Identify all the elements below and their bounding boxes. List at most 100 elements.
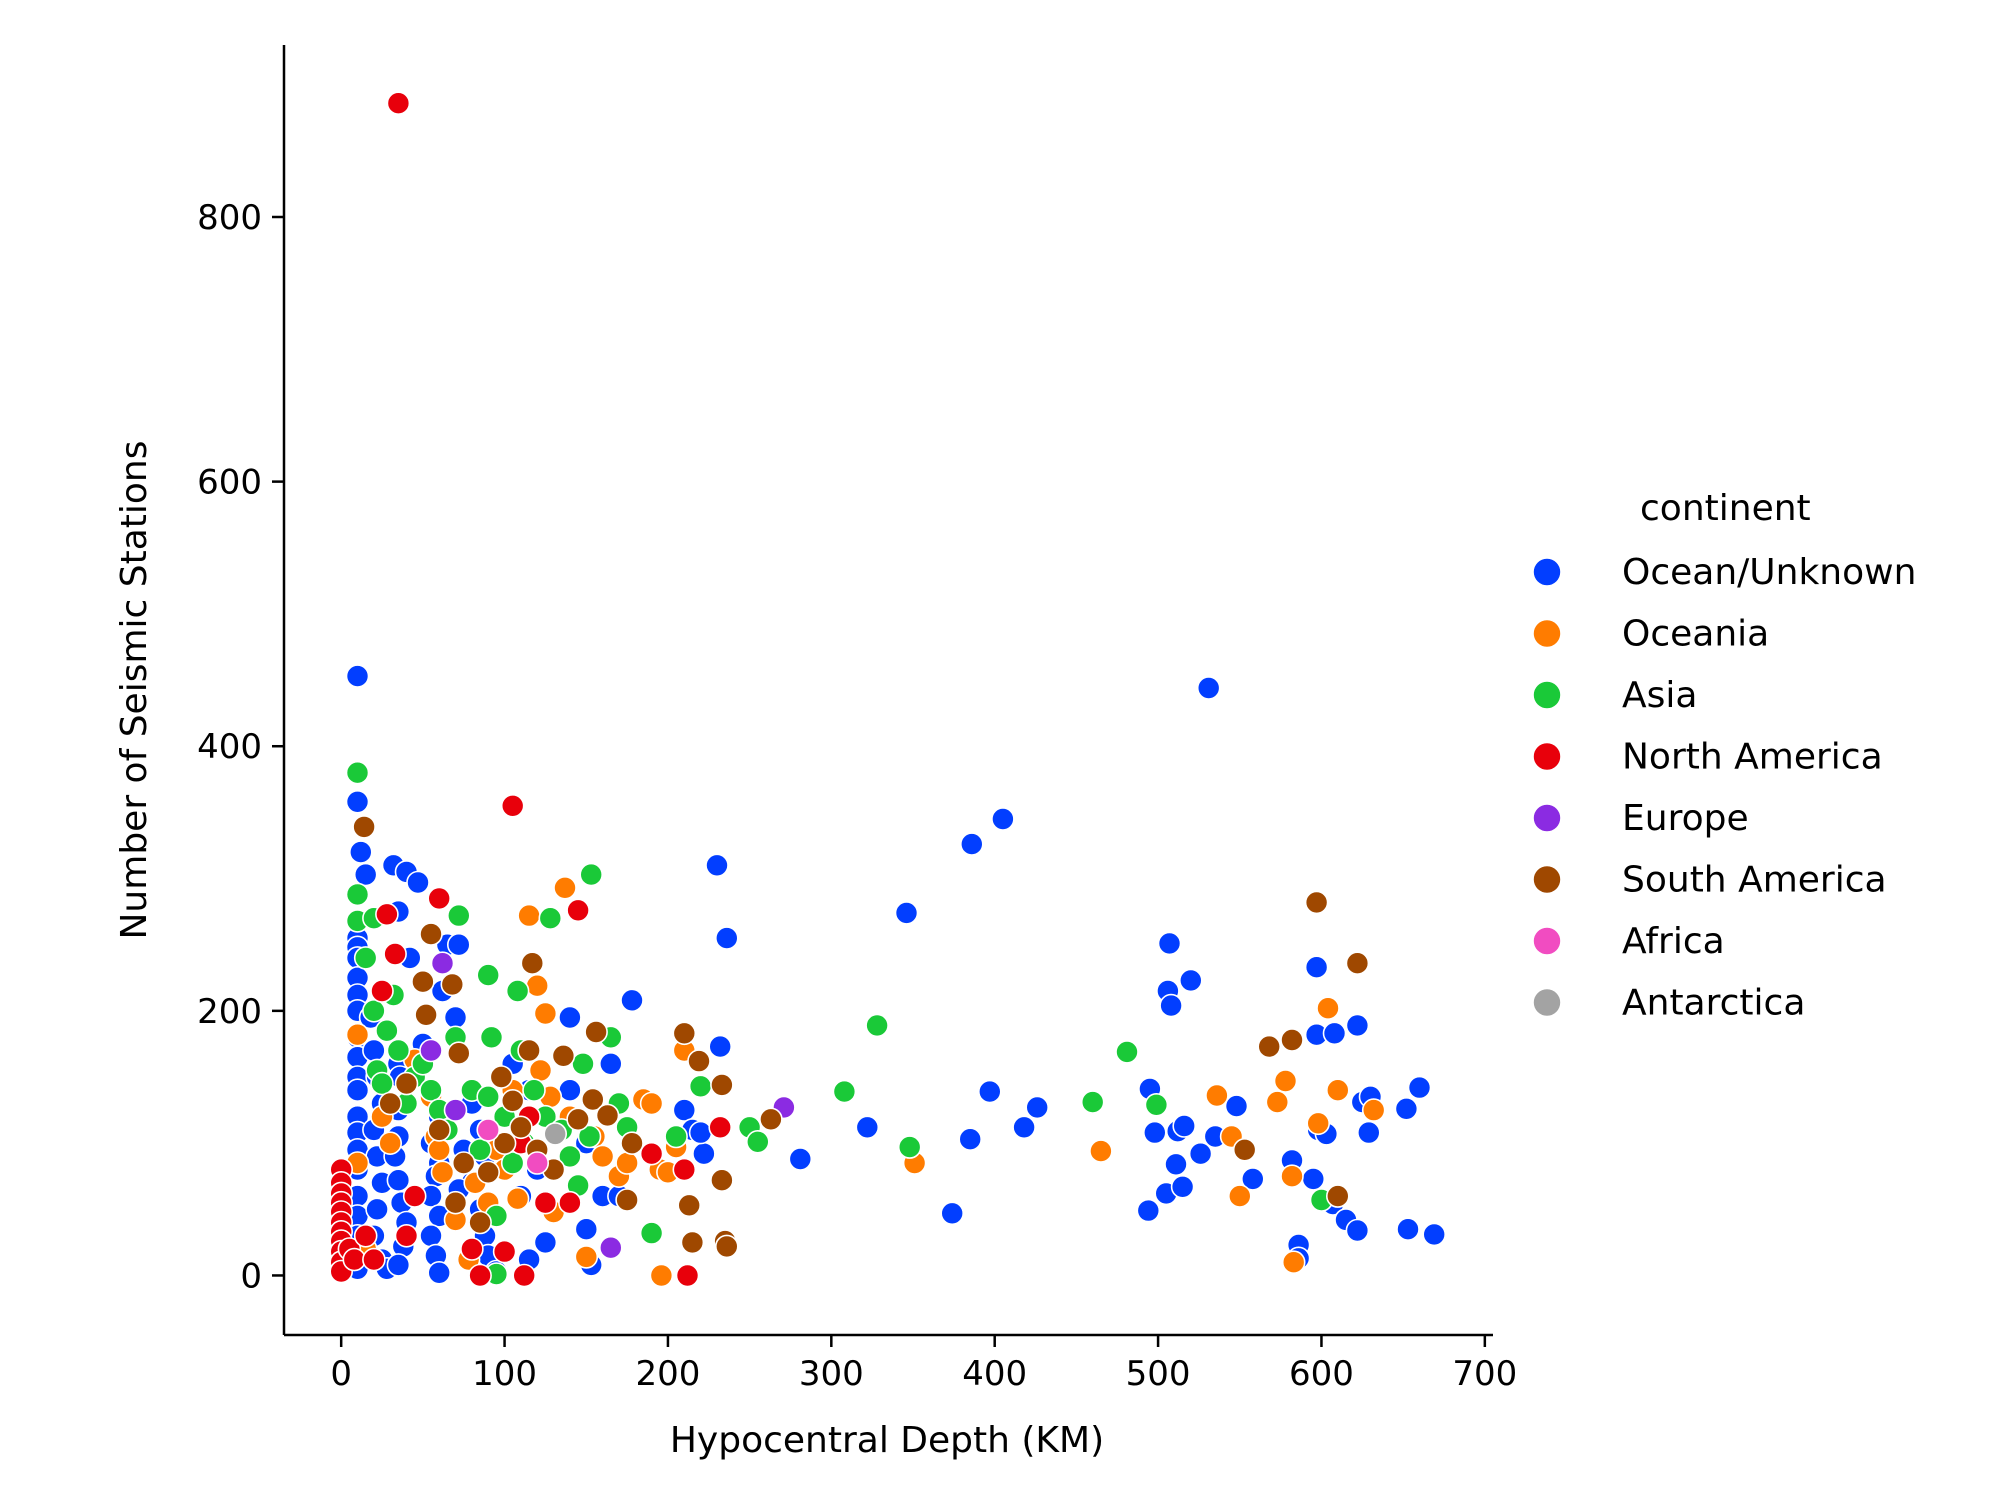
data-point bbox=[419, 1038, 443, 1063]
data-point bbox=[710, 1073, 734, 1097]
data-point bbox=[345, 789, 370, 814]
data-point bbox=[688, 1120, 713, 1145]
data-point bbox=[386, 1168, 411, 1192]
data-point bbox=[1164, 1152, 1188, 1177]
data-point bbox=[558, 1005, 582, 1030]
data-point bbox=[419, 1078, 443, 1102]
data-point bbox=[865, 1013, 889, 1038]
data-point bbox=[566, 1107, 590, 1132]
data-point bbox=[677, 1193, 702, 1218]
data-point bbox=[522, 1078, 546, 1102]
data-point bbox=[348, 840, 373, 864]
data-point bbox=[940, 1201, 965, 1226]
data-point bbox=[977, 1079, 1002, 1104]
data-point bbox=[577, 1124, 602, 1149]
legend-label: Asia bbox=[1622, 675, 1697, 716]
data-point bbox=[1089, 1139, 1113, 1163]
data-point bbox=[430, 951, 455, 976]
data-point bbox=[897, 1135, 922, 1159]
data-point bbox=[574, 1245, 599, 1269]
legend-label: Oceania bbox=[1622, 614, 1769, 655]
data-point bbox=[362, 998, 386, 1023]
data-point bbox=[365, 1197, 389, 1222]
data-point bbox=[443, 1005, 468, 1030]
data-point bbox=[419, 1224, 443, 1248]
y-axis-label: Number of Seismic Stations bbox=[114, 440, 155, 939]
data-point bbox=[1115, 1040, 1139, 1064]
data-point bbox=[533, 1190, 558, 1215]
data-point bbox=[598, 1235, 623, 1260]
legend-entry: North America bbox=[1532, 737, 1883, 778]
data-point bbox=[708, 1115, 733, 1140]
points-layer bbox=[329, 91, 1446, 1288]
data-point bbox=[832, 1079, 857, 1104]
data-point bbox=[1228, 1184, 1252, 1208]
data-point bbox=[672, 1157, 697, 1182]
data-point bbox=[692, 1141, 716, 1166]
data-point bbox=[1304, 955, 1329, 980]
data-point bbox=[714, 1234, 739, 1259]
data-point bbox=[1157, 931, 1182, 956]
data-point bbox=[345, 760, 370, 785]
series-south-america bbox=[352, 815, 1370, 1259]
series-africa bbox=[476, 1118, 550, 1175]
data-point bbox=[1345, 951, 1370, 976]
data-point bbox=[492, 1131, 517, 1155]
data-point bbox=[639, 1221, 664, 1245]
data-point bbox=[353, 946, 378, 970]
data-point bbox=[375, 902, 399, 927]
data-point bbox=[615, 1151, 639, 1175]
data-point bbox=[489, 1065, 514, 1089]
data-point bbox=[528, 1058, 553, 1083]
data-point bbox=[1172, 1114, 1196, 1138]
data-point bbox=[500, 1151, 525, 1175]
legend-marker bbox=[1532, 680, 1562, 710]
data-point bbox=[479, 1025, 504, 1050]
data-point bbox=[687, 1049, 711, 1073]
data-point bbox=[894, 901, 919, 925]
data-point bbox=[419, 922, 443, 946]
data-point bbox=[1304, 890, 1329, 915]
data-point bbox=[1080, 1090, 1105, 1114]
data-point bbox=[1394, 1097, 1419, 1121]
data-point bbox=[1196, 676, 1221, 700]
data-point bbox=[517, 903, 541, 928]
data-point bbox=[558, 1078, 582, 1102]
data-point bbox=[476, 1085, 501, 1109]
data-point bbox=[1188, 1141, 1213, 1166]
data-point bbox=[566, 898, 590, 923]
data-point bbox=[1301, 1167, 1326, 1191]
x-tick-label: 700 bbox=[1452, 1354, 1517, 1394]
data-point bbox=[745, 1130, 770, 1154]
data-point bbox=[383, 942, 407, 966]
y-tick-label: 0 bbox=[240, 1256, 262, 1296]
data-point bbox=[598, 1052, 623, 1076]
data-point bbox=[443, 1098, 468, 1122]
series-europe bbox=[419, 951, 796, 1260]
data-point bbox=[664, 1124, 688, 1149]
data-point bbox=[517, 1038, 541, 1063]
data-point bbox=[1361, 1098, 1386, 1122]
legend-entry: South America bbox=[1532, 860, 1887, 901]
data-point bbox=[574, 1217, 599, 1241]
legend-marker bbox=[1532, 803, 1562, 833]
data-point bbox=[714, 926, 739, 950]
data-point bbox=[451, 1151, 476, 1175]
data-point bbox=[505, 979, 530, 1003]
data-point bbox=[579, 862, 604, 887]
data-point bbox=[1306, 1111, 1330, 1136]
data-point bbox=[446, 903, 471, 928]
data-point bbox=[688, 1074, 713, 1099]
data-point bbox=[1407, 1075, 1432, 1100]
legend-marker bbox=[1532, 926, 1562, 956]
data-point bbox=[1143, 1120, 1167, 1145]
data-point bbox=[1179, 968, 1203, 993]
data-point bbox=[386, 1038, 411, 1063]
data-point bbox=[430, 1160, 455, 1185]
legend-entry: Antarctica bbox=[1532, 983, 1805, 1024]
data-point bbox=[525, 1151, 550, 1175]
legend-label: South America bbox=[1622, 860, 1887, 901]
data-point bbox=[710, 1168, 734, 1192]
data-point bbox=[958, 1127, 983, 1151]
